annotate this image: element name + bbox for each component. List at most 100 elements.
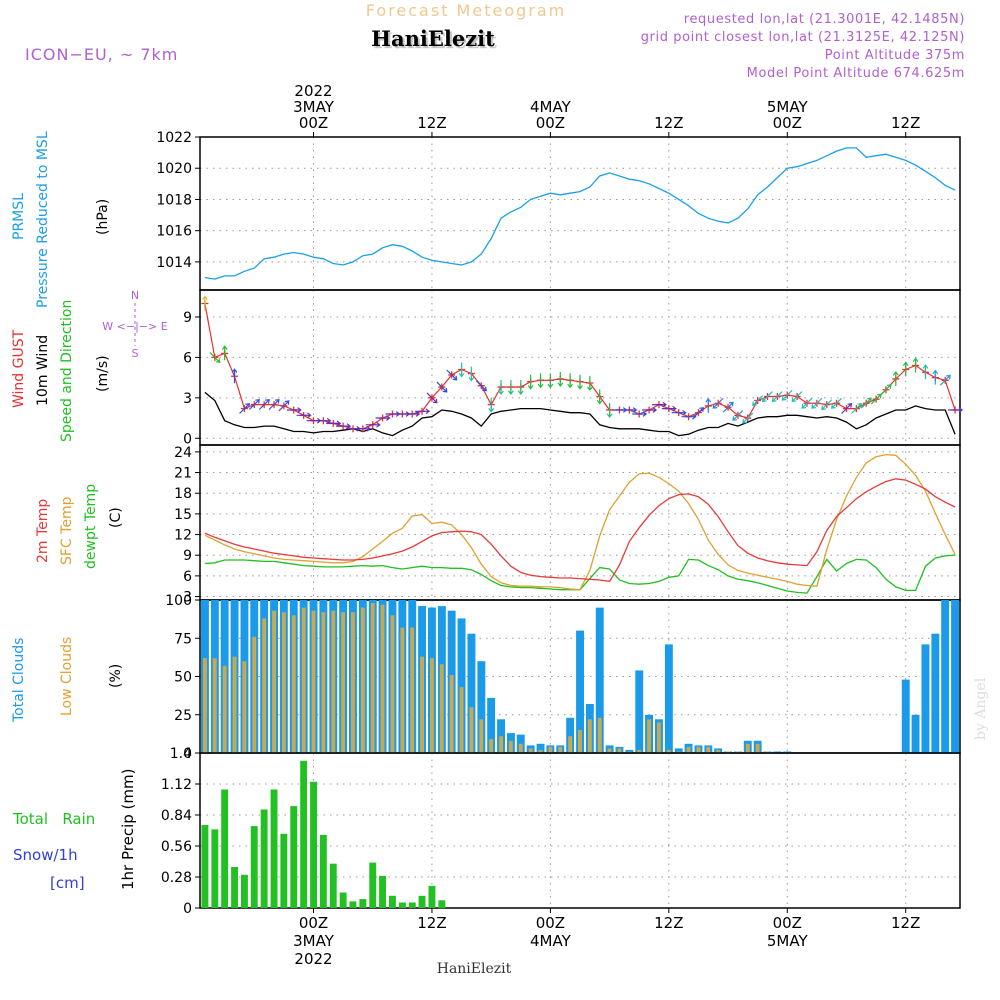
bottom-time-label: 2022	[294, 950, 332, 968]
wind-direction-arrow	[268, 399, 280, 410]
panel-frame	[199, 444, 961, 601]
wind-direction-arrow	[606, 403, 613, 418]
rain-bar	[359, 899, 367, 908]
low-clouds-bar	[597, 717, 602, 753]
top-time-label: 00Z	[299, 114, 328, 132]
low-clouds-bar	[666, 749, 671, 753]
wind-direction-arrow	[202, 295, 208, 311]
rain-bar	[300, 760, 308, 909]
wind-direction-arrow	[652, 401, 667, 408]
total-clouds-bar	[901, 679, 910, 753]
product-title: Forecast Meteogram	[366, 1, 566, 20]
sfc-temp-label: SFC Temp	[59, 496, 75, 565]
y-tick-label: 3	[183, 391, 192, 407]
low-clouds-bar	[420, 656, 424, 753]
wind-direction-arrow	[436, 381, 448, 393]
rain-bar	[290, 806, 298, 908]
wind-direction-arrow	[446, 369, 458, 381]
total-clouds-bar	[566, 717, 575, 753]
low-clouds-bar	[370, 603, 375, 753]
location-title: HaniElezit	[371, 26, 495, 51]
rain-bar	[349, 901, 357, 908]
wind-direction-arrow	[231, 368, 238, 384]
rain-bar	[389, 895, 396, 908]
low-clouds-bar	[262, 618, 267, 753]
low-clouds-bar	[528, 748, 533, 753]
wind-direction-arrow	[712, 397, 724, 409]
total-clouds-bar	[477, 661, 486, 753]
y-tick-label: 18	[174, 486, 192, 502]
panels: 1014101610181020102203693691215182124025…	[156, 130, 964, 917]
precip-panel-labels: Total Rain Snow/1h [cm] 1hr Precip (mm)	[12, 769, 137, 892]
low-clouds-bar	[291, 615, 296, 753]
wind-direction-arrow	[912, 357, 919, 373]
y-tick-label: 1020	[156, 161, 192, 177]
compass-s: S	[132, 347, 139, 360]
credit: by Angel	[973, 677, 989, 740]
low-clouds-bar	[212, 658, 217, 753]
top-time-label: 2022	[294, 82, 332, 100]
low-clouds-bar	[281, 612, 286, 753]
y-tick-label: 6	[183, 350, 192, 366]
t2m-label: 2m Temp	[35, 499, 51, 563]
low-clouds-bar	[459, 687, 464, 753]
wind10-line	[204, 391, 956, 437]
total-clouds-bar	[911, 714, 920, 754]
low-clouds-bar	[499, 736, 503, 753]
panel-2: 3 6 9 12 15 18 21 24	[174, 444, 961, 606]
top-time-label: 4MAY	[530, 98, 572, 116]
total-clouds-bar	[951, 600, 959, 753]
low-clouds-bar	[232, 656, 237, 753]
wind-direction-arrow	[791, 391, 803, 403]
rain-bar	[201, 825, 209, 908]
snow-label: Snow/1h	[13, 846, 78, 864]
low-clouds-bar	[578, 730, 582, 753]
wind-direction-arrow	[892, 371, 899, 386]
total-clouds-bar	[625, 749, 634, 753]
low-clouds-bar	[390, 615, 395, 753]
top-time-label: 3MAY	[293, 98, 335, 116]
low-clouds-bar	[568, 736, 573, 753]
dewpt-line	[204, 554, 956, 594]
y-tick-label: 0.56	[161, 839, 192, 855]
low-clouds-bar	[469, 707, 474, 753]
y-tick-label: 0.28	[161, 870, 192, 886]
grid-point-coords: grid point closest lon,lat (21.3125E, 42…	[641, 30, 965, 45]
top-time-label: 12Z	[891, 114, 920, 132]
wind-direction-arrow	[939, 374, 951, 386]
y-tick-label: 24	[174, 445, 192, 461]
low-clouds-bar	[706, 746, 711, 753]
low-clouds-bar	[400, 627, 405, 753]
wind-direction-arrow	[851, 402, 863, 414]
rain-bar	[241, 874, 248, 908]
panel-3: 0 25 50 75 100	[165, 593, 961, 762]
rain-bar	[250, 826, 258, 908]
y-tick-label: 0	[183, 746, 192, 762]
wind-unit-label: (m/s)	[95, 355, 111, 392]
low-clouds-bar	[637, 749, 642, 753]
wind-panel-labels: Wind GUST 10m Wind Speed and Direction (…	[11, 289, 168, 442]
wind-direction-arrow	[365, 421, 381, 428]
y-tick-label: 1.4	[170, 746, 192, 762]
pressure-line	[204, 147, 956, 280]
wind-direction-arrow	[801, 397, 813, 409]
wind-direction-arrow	[375, 415, 391, 421]
wind-direction-arrow	[681, 413, 697, 420]
y-tick-label: 12	[174, 528, 192, 544]
rain-bar	[310, 781, 317, 908]
total-clouds-bar	[674, 748, 683, 753]
total-clouds-bar	[941, 600, 950, 753]
wind-direction-arrow	[671, 409, 687, 416]
wind-direction-arrow	[488, 397, 495, 413]
wind-direction-arrow	[596, 389, 603, 405]
bottom-time-label: 12Z	[417, 914, 446, 932]
precip-unit-label: 1hr Precip (mm)	[119, 769, 137, 890]
rain-bar	[211, 829, 219, 908]
low-clouds-bar	[272, 610, 276, 753]
sfc-temp-line	[204, 453, 956, 591]
wind-direction-arrow	[932, 369, 939, 385]
wind-direction-arrow	[557, 372, 564, 387]
low-clouds-bar	[252, 636, 257, 753]
